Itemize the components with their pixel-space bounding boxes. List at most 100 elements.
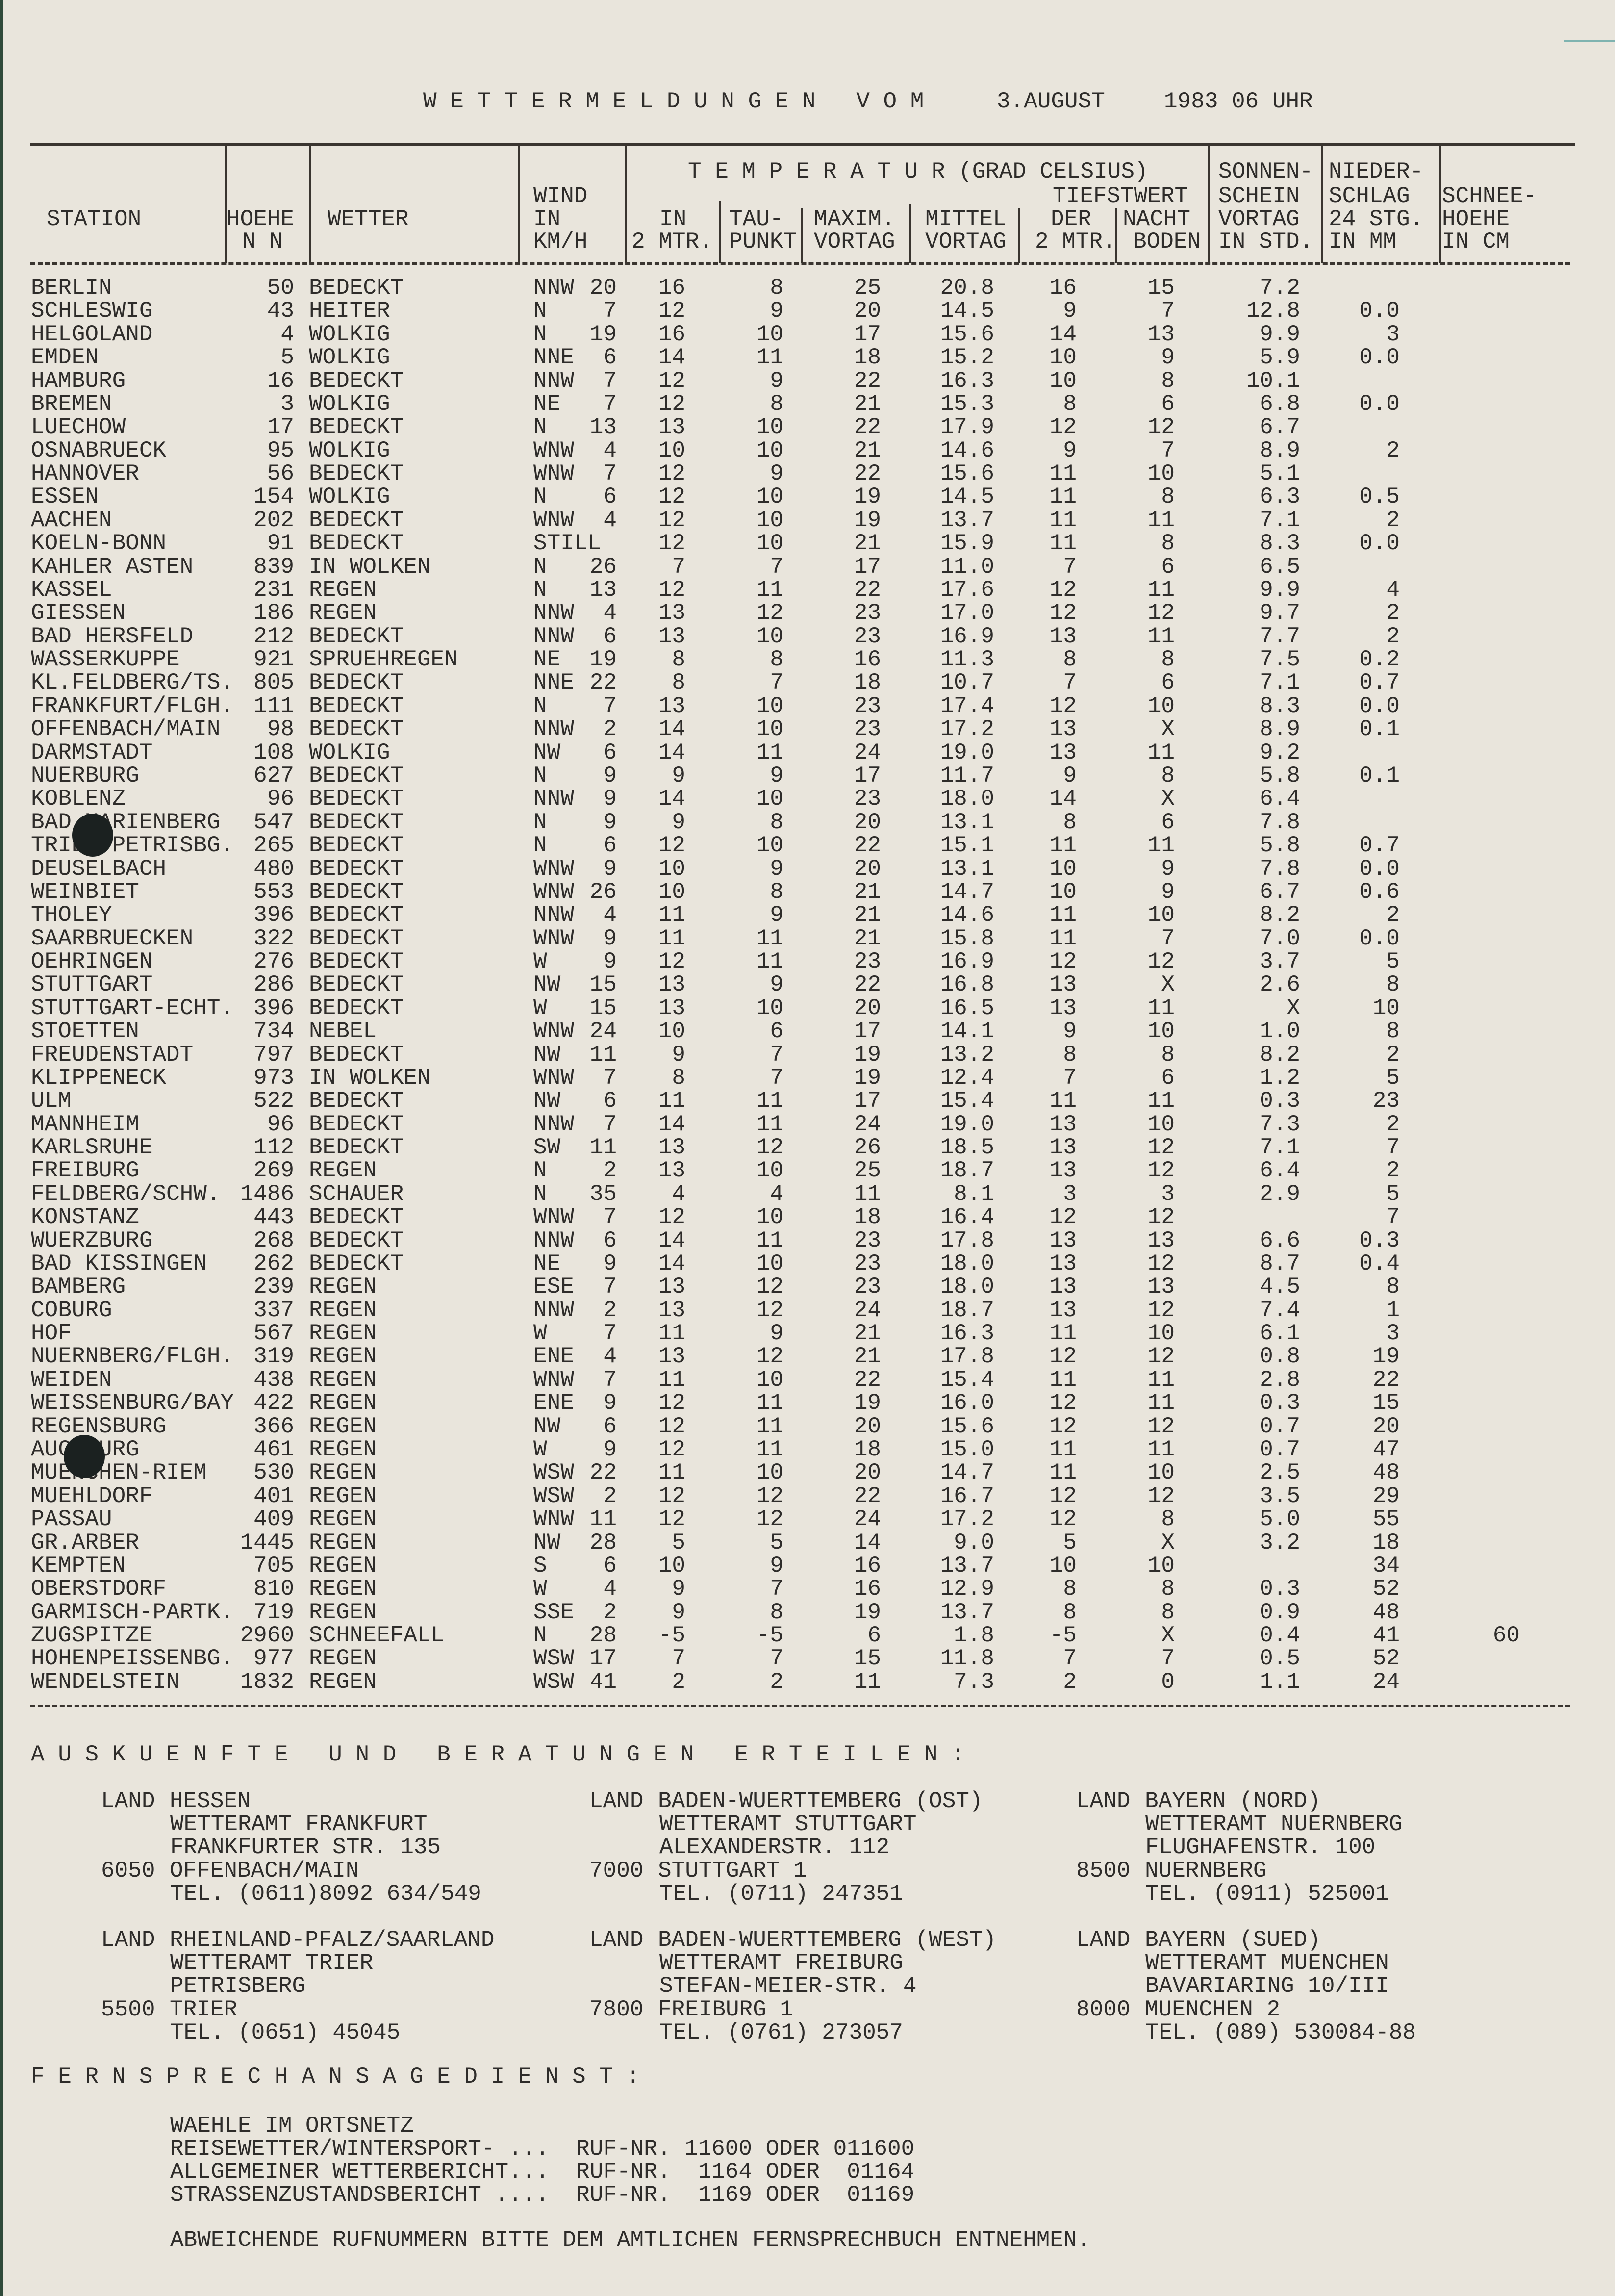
wetter: WOLKIG xyxy=(309,740,390,765)
office-plz: 5500 xyxy=(101,1996,155,2022)
station-name: THOLEY xyxy=(31,902,112,928)
sonnenschein: 9.7 xyxy=(1260,600,1300,626)
wind-direction: N xyxy=(533,693,547,719)
tiefst-2m: 9 xyxy=(1063,298,1077,324)
mittel-vortag: 16.8 xyxy=(940,972,994,998)
sonnenschein: 6.4 xyxy=(1260,786,1300,812)
tiefst-boden: X xyxy=(1161,1623,1175,1649)
temp-2m: 12 xyxy=(658,1437,685,1462)
max-vortag: 20 xyxy=(854,298,881,324)
max-vortag: 22 xyxy=(854,414,881,440)
station-hoehe: 705 xyxy=(253,1553,294,1579)
wind-direction: N xyxy=(533,484,547,510)
station-name: HOF xyxy=(31,1321,72,1347)
tiefst-2m: 9 xyxy=(1063,437,1077,463)
tiefst-2m: 12 xyxy=(1049,600,1077,626)
tiefst-boden: 8 xyxy=(1161,1042,1175,1068)
sonnenschein: 7.5 xyxy=(1260,647,1300,673)
max-vortag: 16 xyxy=(854,1576,881,1602)
station-name: GIESSEN xyxy=(31,600,126,626)
office-amt: WETTERAMT NUERNBERG xyxy=(1145,1811,1403,1837)
station-hoehe: 1445 xyxy=(240,1530,294,1556)
station-hoehe: 337 xyxy=(253,1297,294,1323)
wind-direction: WNW xyxy=(533,879,574,905)
wind-speed: 22 xyxy=(589,1460,617,1486)
tiefst-2m: 10 xyxy=(1049,345,1077,371)
station-name: BAD MARIENBERG xyxy=(31,809,221,835)
wind-direction: NW xyxy=(533,1042,561,1068)
tiefst-boden: 12 xyxy=(1147,600,1175,626)
station-name: SCHLESWIG xyxy=(31,298,153,324)
max-vortag: 23 xyxy=(854,1274,881,1300)
station-hoehe: 112 xyxy=(253,1135,294,1161)
station-hoehe: 977 xyxy=(253,1646,294,1672)
station-hoehe: 409 xyxy=(253,1506,294,1532)
max-vortag: 22 xyxy=(854,1483,881,1509)
wind-speed: 28 xyxy=(589,1530,617,1556)
sonnenschein: 5.8 xyxy=(1260,763,1300,789)
sonnenschein: 5.8 xyxy=(1260,833,1300,859)
max-vortag: 21 xyxy=(854,902,881,928)
wind-speed: 28 xyxy=(589,1623,617,1649)
wetter: REGEN xyxy=(309,600,377,626)
office-plz: 7800 xyxy=(589,1996,644,2022)
wind-speed: 9 xyxy=(603,786,617,812)
station-name: WASSERKUPPE xyxy=(31,647,180,673)
niederschlag: 2 xyxy=(1386,437,1400,463)
station-name: OBERSTDORF xyxy=(31,1576,167,1602)
station-name: KOELN-BONN xyxy=(31,531,167,557)
temp-2m: 13 xyxy=(658,623,685,649)
tiefst-boden: X xyxy=(1161,1530,1175,1556)
station-name: BERLIN xyxy=(31,275,112,301)
report-title: W E T T E R M E L D U N G E N V O M xyxy=(423,89,924,114)
office-tel: TEL. (0711) 247351 xyxy=(659,1881,903,1907)
mittel-vortag: 8.1 xyxy=(954,1181,994,1207)
punch-hole xyxy=(72,814,113,857)
sonnenschein: 2.9 xyxy=(1260,1181,1300,1207)
header-schnee: SCHNEE- xyxy=(1442,183,1537,209)
station-hoehe: 96 xyxy=(267,1111,294,1137)
station-name: WEINBIET xyxy=(31,879,139,905)
header-tiefstwert: TIEFSTWERT xyxy=(1053,183,1188,209)
station-name: EMDEN xyxy=(31,345,99,371)
fernsprech-heading: F E R N S P R E C H A N S A G E D I E N … xyxy=(31,2064,640,2090)
temp-2m: 8 xyxy=(672,670,685,696)
niederschlag: 0.2 xyxy=(1359,647,1400,673)
wind-speed: 4 xyxy=(603,437,617,463)
temp-2m: 13 xyxy=(658,972,685,998)
tiefst-2m: 16 xyxy=(1049,275,1077,301)
header-in-mm: IN MM xyxy=(1329,229,1397,255)
wetter: BEDECKT xyxy=(309,275,404,301)
max-vortag: 20 xyxy=(854,809,881,835)
wind-speed: 4 xyxy=(603,1344,617,1370)
max-vortag: 14 xyxy=(854,1530,881,1556)
taupunkt: 11 xyxy=(756,1437,783,1462)
max-vortag: 23 xyxy=(854,693,881,719)
station-name: BAMBERG xyxy=(31,1274,126,1300)
header-kmh: KM/H xyxy=(533,229,588,255)
sonnenschein: 6.4 xyxy=(1260,1158,1300,1184)
station-name: MUENCHEN-RIEM xyxy=(31,1460,207,1486)
wetter: BEDECKT xyxy=(309,716,404,742)
wetter: BEDECKT xyxy=(309,1227,404,1253)
station-hoehe: 202 xyxy=(253,507,294,533)
wind-direction: N xyxy=(533,554,547,580)
station-name: KEMPTEN xyxy=(31,1553,126,1579)
office-amt: WETTERAMT FRANKFURT xyxy=(170,1811,428,1837)
column-divider xyxy=(309,145,311,263)
station-name: WENDELSTEIN xyxy=(31,1669,180,1695)
tiefst-boden: 12 xyxy=(1147,1135,1175,1161)
wetter: BEDECKT xyxy=(309,856,404,882)
tiefst-2m: 10 xyxy=(1049,879,1077,905)
tiefst-2m: 12 xyxy=(1049,414,1077,440)
max-vortag: 20 xyxy=(854,1413,881,1439)
mittel-vortag: 15.6 xyxy=(940,321,994,347)
tiefst-boden: 6 xyxy=(1161,391,1175,417)
sonnenschein: 8.3 xyxy=(1260,693,1300,719)
wetter: BEDECKT xyxy=(309,1135,404,1161)
wetter: REGEN xyxy=(309,1669,377,1695)
station-hoehe: 319 xyxy=(253,1344,294,1370)
station-hoehe: 212 xyxy=(253,623,294,649)
taupunkt: 10 xyxy=(756,531,783,557)
mittel-vortag: 14.7 xyxy=(940,1460,994,1486)
